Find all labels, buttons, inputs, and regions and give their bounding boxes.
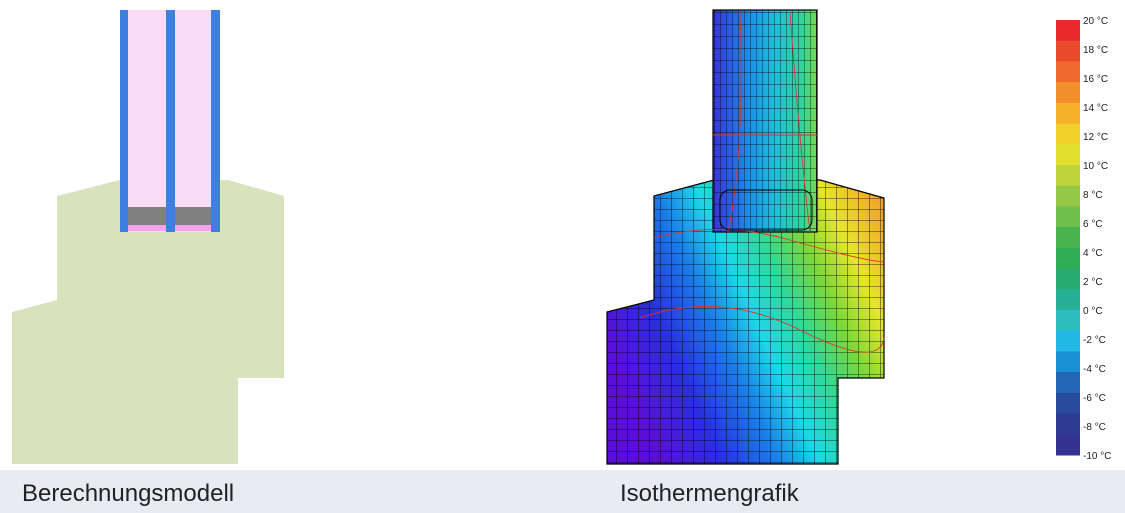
frame-body	[12, 180, 284, 464]
legend-swatch	[1056, 413, 1080, 435]
legend-swatch	[1056, 206, 1080, 228]
calculation-model-figure	[0, 0, 300, 470]
legend-label: 20 °C	[1083, 16, 1108, 27]
legend-label: -10 °C	[1083, 451, 1111, 462]
isotherm-figure	[600, 0, 900, 470]
legend-label: -4 °C	[1083, 364, 1106, 375]
legend-label: 0 °C	[1083, 306, 1103, 317]
spacer-right	[175, 207, 211, 225]
glass-pane-outer	[120, 10, 128, 232]
isotherm-glazing-mesh	[712, 9, 818, 233]
legend-swatch	[1056, 102, 1080, 125]
temperature-legend-svg: 20 °C 18 °C 16 °C 14 °C 12 °C 10 °C 8 °C 6 °C 4 …	[1056, 16, 1111, 462]
caption-bar: Berechnungsmodell Isothermengrafik	[0, 470, 1125, 513]
legend-label: 10 °C	[1083, 161, 1108, 172]
legend-label: 18 °C	[1083, 45, 1108, 56]
legend-swatch	[1056, 123, 1080, 145]
legend-label: 12 °C	[1083, 132, 1108, 143]
legend-label: 14 °C	[1083, 103, 1108, 114]
seal-right	[175, 225, 211, 231]
legend-swatch	[1056, 392, 1080, 415]
temperature-legend: 20 °C 18 °C 16 °C 14 °C 12 °C 10 °C 8 °C 6 °C 4 …	[1050, 10, 1125, 462]
isotherm-svg	[606, 9, 885, 465]
isotherm-line-2	[639, 306, 885, 353]
legend-swatch	[1056, 351, 1080, 373]
legend-label: 16 °C	[1083, 74, 1108, 85]
seal-left	[128, 225, 166, 231]
legend-swatch	[1056, 434, 1080, 456]
calculation-model-svg	[12, 10, 284, 464]
legend-swatch	[1056, 289, 1080, 311]
spacer-outline	[719, 189, 813, 231]
legend-label: 8 °C	[1083, 190, 1103, 201]
legend-swatch	[1056, 61, 1080, 83]
legend-swatch	[1056, 330, 1080, 352]
legend-swatch	[1056, 165, 1080, 187]
legend-label: 2 °C	[1083, 277, 1103, 288]
glass-pane-middle	[166, 10, 175, 232]
caption-isotherm-graphic: Isothermengrafik	[620, 480, 799, 507]
legend-swatch	[1056, 247, 1080, 270]
caption-calculation-model: Berechnungsmodell	[22, 480, 235, 507]
legend-label: 6 °C	[1083, 219, 1103, 230]
spacer-left	[128, 207, 166, 225]
legend-swatch	[1056, 185, 1080, 207]
glass-pane-inner	[211, 10, 220, 232]
isotherm-line-1	[653, 229, 885, 263]
legend-swatch	[1056, 268, 1080, 290]
legend-label: 4 °C	[1083, 248, 1103, 259]
legend-swatch	[1056, 227, 1080, 249]
legend-label: -6 °C	[1083, 393, 1106, 404]
legend-swatch	[1056, 372, 1080, 394]
legend-swatch	[1056, 82, 1080, 104]
legend-swatch	[1056, 310, 1080, 332]
legend-swatch	[1056, 40, 1080, 62]
isotherm-line-5	[789, 11, 811, 233]
isotherm-line-4	[727, 11, 742, 233]
legend-swatch	[1056, 20, 1080, 42]
legend-swatch	[1056, 144, 1080, 166]
legend-label: -2 °C	[1083, 335, 1106, 346]
legend-label: -8 °C	[1083, 422, 1106, 433]
